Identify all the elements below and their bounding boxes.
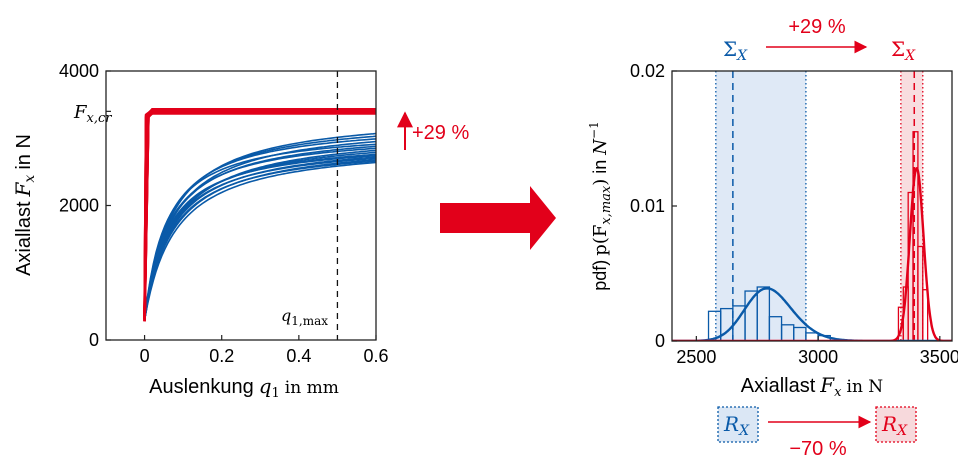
- blue-load-curve: [143, 151, 376, 320]
- sigma-change-label: +29 %: [788, 16, 845, 38]
- r-red-box: [875, 406, 917, 443]
- left-chart: 0 0.2 0.4 0.6 0 2000 4000 Fx,cr q1,max +29 % A…: [11, 61, 469, 401]
- blue-load-curve: [143, 159, 376, 320]
- left-xlabel: Auslenkung q1 in mm: [149, 374, 339, 401]
- x-tick-label: 0: [140, 346, 150, 366]
- increase-label: +29 %: [412, 122, 469, 144]
- blue-sigma-band: [715, 71, 806, 341]
- x-tick-label: 0.6: [363, 346, 388, 366]
- q1max-label: q1,max: [281, 306, 328, 328]
- blue-hist-bar: [805, 332, 819, 341]
- right-xlabel: Axiallast Fx in N: [741, 373, 884, 400]
- left-ticks: 0 0.2 0.4 0.6 0 2000 4000: [59, 61, 389, 366]
- pdf-group: [672, 167, 952, 341]
- red-pdf-curve: [672, 167, 952, 341]
- red-hist-bar: [912, 131, 919, 341]
- x-tick-label: 3500: [920, 347, 958, 367]
- y-tick-label: 0: [89, 330, 99, 350]
- blue-load-curve: [143, 143, 376, 320]
- r-red-label: RX: [881, 412, 908, 439]
- red-curve-group: [143, 108, 376, 322]
- band-group: [715, 71, 924, 341]
- blue-load-curve: [143, 161, 376, 320]
- x-tick-label: 3000: [798, 347, 838, 367]
- sigma-red-label: ΣX: [891, 37, 916, 64]
- y-tick-label: 0: [655, 331, 665, 351]
- blue-load-curve: [143, 154, 376, 320]
- r-blue-label: RX: [723, 412, 750, 439]
- blue-hist-bar: [756, 286, 771, 341]
- y-tick-label: 0.01: [630, 196, 665, 216]
- r-change-label: −70 %: [789, 438, 846, 460]
- transition-arrow-icon: [440, 186, 556, 250]
- right-ylabel: pdf)p(Fx,max)inN−1: [587, 121, 614, 290]
- r-blue-box: [717, 406, 759, 443]
- right-chart: 2500 3000 3500 0 0.01 0.02 pdf)p(Fx,max)inN−1…: [587, 16, 958, 460]
- right-ticks: 2500 3000 3500 0 0.01 0.02: [630, 61, 958, 367]
- sigma-blue-label: ΣX: [723, 37, 748, 64]
- red-load-curve: [143, 108, 376, 316]
- blue-load-curve: [143, 160, 376, 320]
- y-tick-label: 0.02: [630, 61, 665, 81]
- x-tick-label: 0.2: [209, 346, 234, 366]
- blue-pdf-curve: [672, 287, 952, 341]
- red-hist-bar: [922, 289, 929, 341]
- left-ylabel: AxiallastFxin N: [11, 134, 38, 276]
- x-tick-label: 0.4: [286, 346, 311, 366]
- y-tick-label: 2000: [59, 196, 99, 216]
- x-tick-label: 2500: [676, 347, 716, 367]
- blue-curve-group: [143, 132, 376, 320]
- blue-load-curve: [143, 156, 376, 320]
- y-tick-label: 4000: [59, 61, 99, 81]
- blue-load-curve: [143, 147, 376, 320]
- fcr-label: Fx,cr: [73, 102, 112, 126]
- blue-load-curve: [143, 157, 376, 320]
